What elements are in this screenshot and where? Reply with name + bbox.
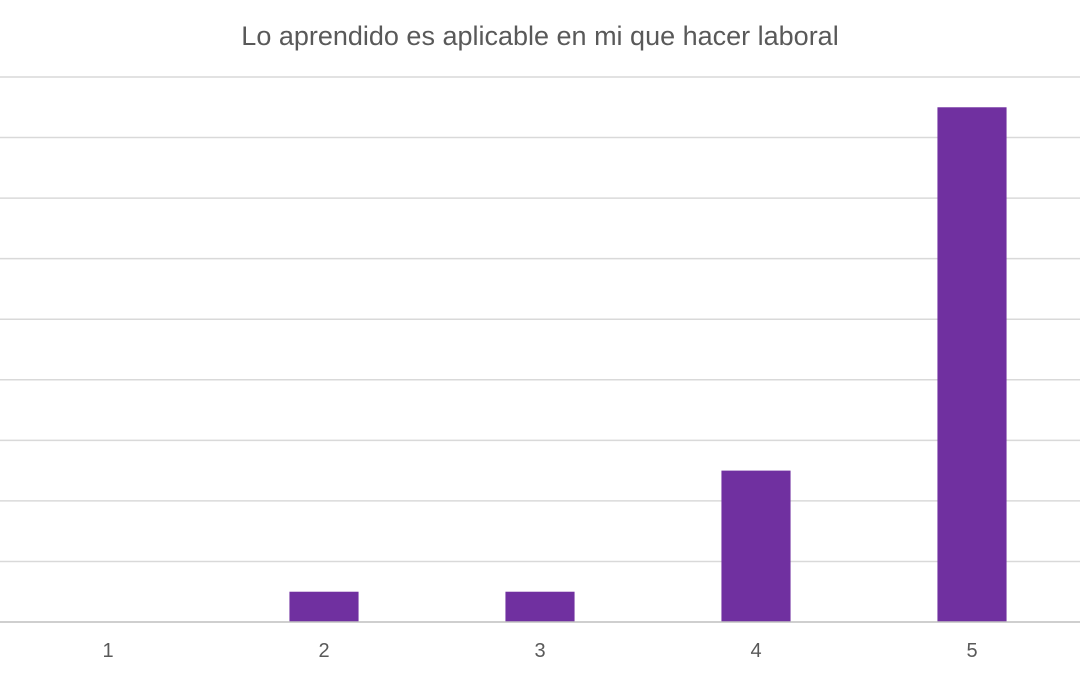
bar-4 [721, 470, 791, 622]
x-tick-label-1: 1 [102, 640, 113, 662]
bar-5 [937, 107, 1007, 623]
x-tick-label-3: 3 [534, 640, 545, 662]
bar-2 [289, 591, 359, 622]
bars [289, 107, 1007, 623]
x-tick-label-5: 5 [966, 640, 977, 662]
x-tick-label-2: 2 [318, 640, 329, 662]
x-axis-tick-labels: 1 2 3 4 5 [102, 640, 977, 662]
chart-title: Lo aprendido es aplicable en mi que hace… [241, 21, 838, 51]
gridlines [0, 76, 1080, 563]
bar-3 [505, 591, 575, 622]
x-tick-label-4: 4 [750, 640, 761, 662]
